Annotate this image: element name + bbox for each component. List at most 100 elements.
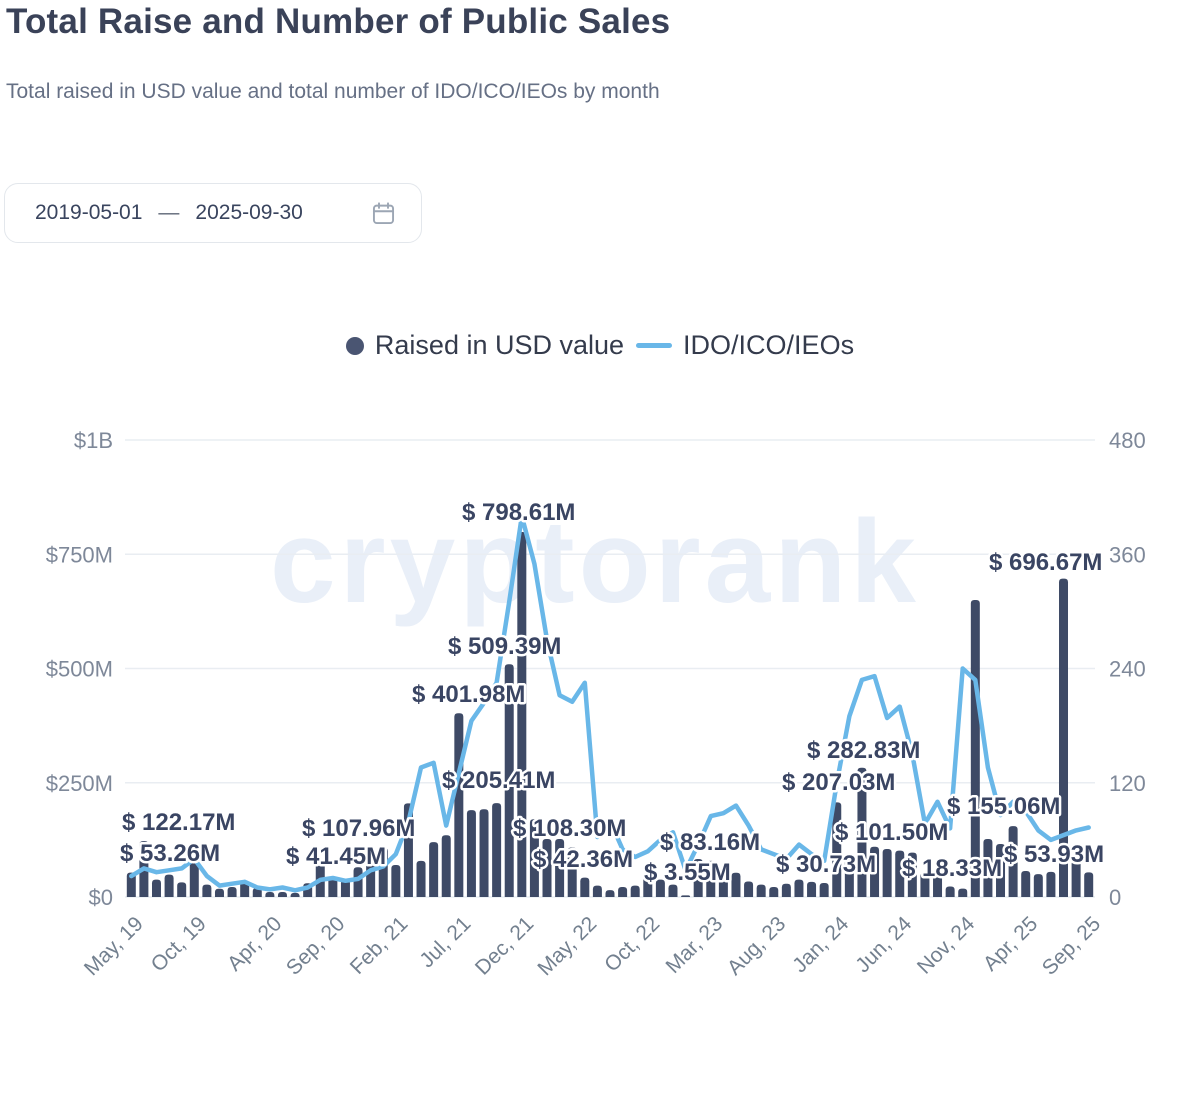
right-axis-tick: 0 bbox=[1109, 885, 1121, 910]
bar-oct-24[interactable] bbox=[945, 886, 955, 897]
bar-sep-23[interactable] bbox=[781, 883, 791, 897]
bar-jun-24[interactable] bbox=[895, 850, 905, 897]
bar-dec-19[interactable] bbox=[214, 888, 224, 897]
bar-sep-19[interactable] bbox=[177, 882, 187, 897]
bar-aug-22[interactable] bbox=[618, 886, 628, 897]
calendar-icon[interactable] bbox=[370, 200, 397, 227]
ido-ico-ieos-line[interactable] bbox=[129, 513, 1091, 893]
bar-jun-23[interactable] bbox=[744, 881, 754, 897]
bar-aug-25[interactable] bbox=[1071, 860, 1081, 897]
bar-may-19[interactable] bbox=[126, 872, 136, 897]
x-axis-tick: Aug, 23 bbox=[723, 912, 790, 979]
value-label: $ 122.17M bbox=[122, 809, 235, 836]
bar-nov-21[interactable] bbox=[504, 664, 514, 897]
bar-sep-24[interactable] bbox=[933, 874, 943, 897]
bar-jan-21[interactable] bbox=[378, 847, 388, 897]
left-axis-tick: $1B bbox=[74, 430, 113, 453]
bar-oct-22[interactable] bbox=[643, 874, 653, 897]
right-axis-tick: 240 bbox=[1109, 657, 1146, 682]
bar-feb-24[interactable] bbox=[844, 859, 854, 897]
bar-may-22[interactable] bbox=[580, 877, 590, 897]
bar-apr-20[interactable] bbox=[265, 891, 275, 897]
bar-jul-22[interactable] bbox=[605, 890, 615, 897]
bar-jan-25[interactable] bbox=[983, 838, 993, 897]
bar-dec-21[interactable] bbox=[517, 532, 527, 897]
bar-aug-24[interactable] bbox=[920, 872, 930, 897]
bar-apr-22[interactable] bbox=[567, 847, 577, 897]
bar-dec-24[interactable] bbox=[970, 599, 980, 897]
bar-sep-21[interactable] bbox=[479, 809, 489, 897]
x-axis-tick: May, 19 bbox=[80, 912, 148, 980]
bar-may-21[interactable] bbox=[429, 842, 439, 897]
bar-feb-25[interactable] bbox=[996, 843, 1006, 897]
bar-may-24[interactable] bbox=[882, 849, 892, 897]
legend-item-ido[interactable]: IDO/ICO/IEOs bbox=[636, 330, 854, 361]
bar-mar-20[interactable] bbox=[252, 887, 262, 897]
bar-nov-22[interactable] bbox=[655, 879, 665, 897]
bar-dec-22[interactable] bbox=[668, 884, 678, 897]
value-label: $ 101.50M bbox=[835, 819, 948, 846]
bar-jun-21[interactable] bbox=[441, 835, 451, 897]
bar-feb-22[interactable] bbox=[542, 838, 552, 897]
value-label: $ 696.67M bbox=[989, 549, 1102, 576]
bar-aug-19[interactable] bbox=[164, 874, 174, 897]
bar-jul-19[interactable] bbox=[151, 879, 161, 897]
value-label: $ 42.36M bbox=[533, 846, 633, 873]
bar-dec-20[interactable] bbox=[366, 854, 376, 897]
bar-oct-20[interactable] bbox=[340, 879, 350, 897]
bar-apr-21[interactable] bbox=[416, 860, 426, 897]
bar-apr-23[interactable] bbox=[718, 867, 728, 897]
bar-nov-24[interactable] bbox=[958, 888, 968, 897]
bar-jul-21[interactable] bbox=[454, 713, 464, 897]
bar-jan-23[interactable] bbox=[681, 895, 691, 897]
bar-mar-25[interactable] bbox=[1008, 826, 1018, 897]
bar-nov-20[interactable] bbox=[353, 867, 363, 897]
right-axis-tick: 480 bbox=[1109, 430, 1146, 453]
value-label: $ 401.98M bbox=[412, 681, 525, 708]
bar-jun-20[interactable] bbox=[290, 892, 300, 897]
bar-apr-24[interactable] bbox=[870, 846, 880, 897]
bar-may-20[interactable] bbox=[277, 891, 287, 897]
value-label: $ 108.30M bbox=[513, 815, 626, 842]
bar-may-25[interactable] bbox=[1033, 874, 1043, 897]
bar-jan-20[interactable] bbox=[227, 886, 237, 897]
page-title: Total Raise and Number of Public Sales bbox=[6, 2, 671, 41]
bar-feb-21[interactable] bbox=[391, 865, 401, 897]
bar-sep-22[interactable] bbox=[630, 885, 640, 897]
bar-jun-25[interactable] bbox=[1046, 871, 1056, 897]
x-axis-tick: May, 22 bbox=[533, 912, 601, 980]
bar-jul-25[interactable] bbox=[1059, 578, 1069, 897]
bar-may-23[interactable] bbox=[731, 872, 741, 897]
bar-dec-23[interactable] bbox=[819, 882, 829, 897]
x-axis-tick: Mar, 23 bbox=[662, 912, 728, 978]
bar-oct-23[interactable] bbox=[794, 879, 804, 897]
bar-oct-21[interactable] bbox=[492, 803, 502, 897]
legend-item-raised[interactable]: Raised in USD value bbox=[345, 330, 624, 361]
bar-jun-22[interactable] bbox=[592, 885, 602, 897]
value-label: $ 107.96M bbox=[302, 815, 415, 842]
bar-mar-23[interactable] bbox=[706, 860, 716, 897]
bar-jan-24[interactable] bbox=[832, 802, 842, 897]
left-axis-tick: $0 bbox=[89, 885, 113, 910]
bar-oct-19[interactable] bbox=[189, 860, 199, 897]
date-range-picker[interactable]: 2019-05-01 — 2025-09-30 bbox=[4, 183, 422, 243]
bar-jul-23[interactable] bbox=[756, 884, 766, 897]
bar-sep-25[interactable] bbox=[1084, 872, 1094, 897]
bar-feb-23[interactable] bbox=[693, 858, 703, 897]
bar-mar-24[interactable] bbox=[857, 767, 867, 897]
bar-mar-22[interactable] bbox=[555, 838, 565, 897]
date-separator: — bbox=[158, 201, 180, 224]
x-axis-tick: Jan, 24 bbox=[788, 912, 853, 977]
bar-jul-24[interactable] bbox=[907, 852, 917, 897]
bar-aug-21[interactable] bbox=[466, 810, 476, 897]
bar-nov-23[interactable] bbox=[807, 881, 817, 897]
bar-aug-23[interactable] bbox=[769, 886, 779, 897]
bar-nov-19[interactable] bbox=[202, 884, 212, 897]
value-label: $ 41.45M bbox=[286, 843, 386, 870]
date-end[interactable]: 2025-09-30 bbox=[195, 201, 303, 224]
bar-apr-25[interactable] bbox=[1021, 870, 1031, 897]
bar-sep-20[interactable] bbox=[328, 878, 338, 897]
bar-jan-22[interactable] bbox=[529, 819, 539, 897]
date-start[interactable]: 2019-05-01 bbox=[35, 201, 143, 224]
